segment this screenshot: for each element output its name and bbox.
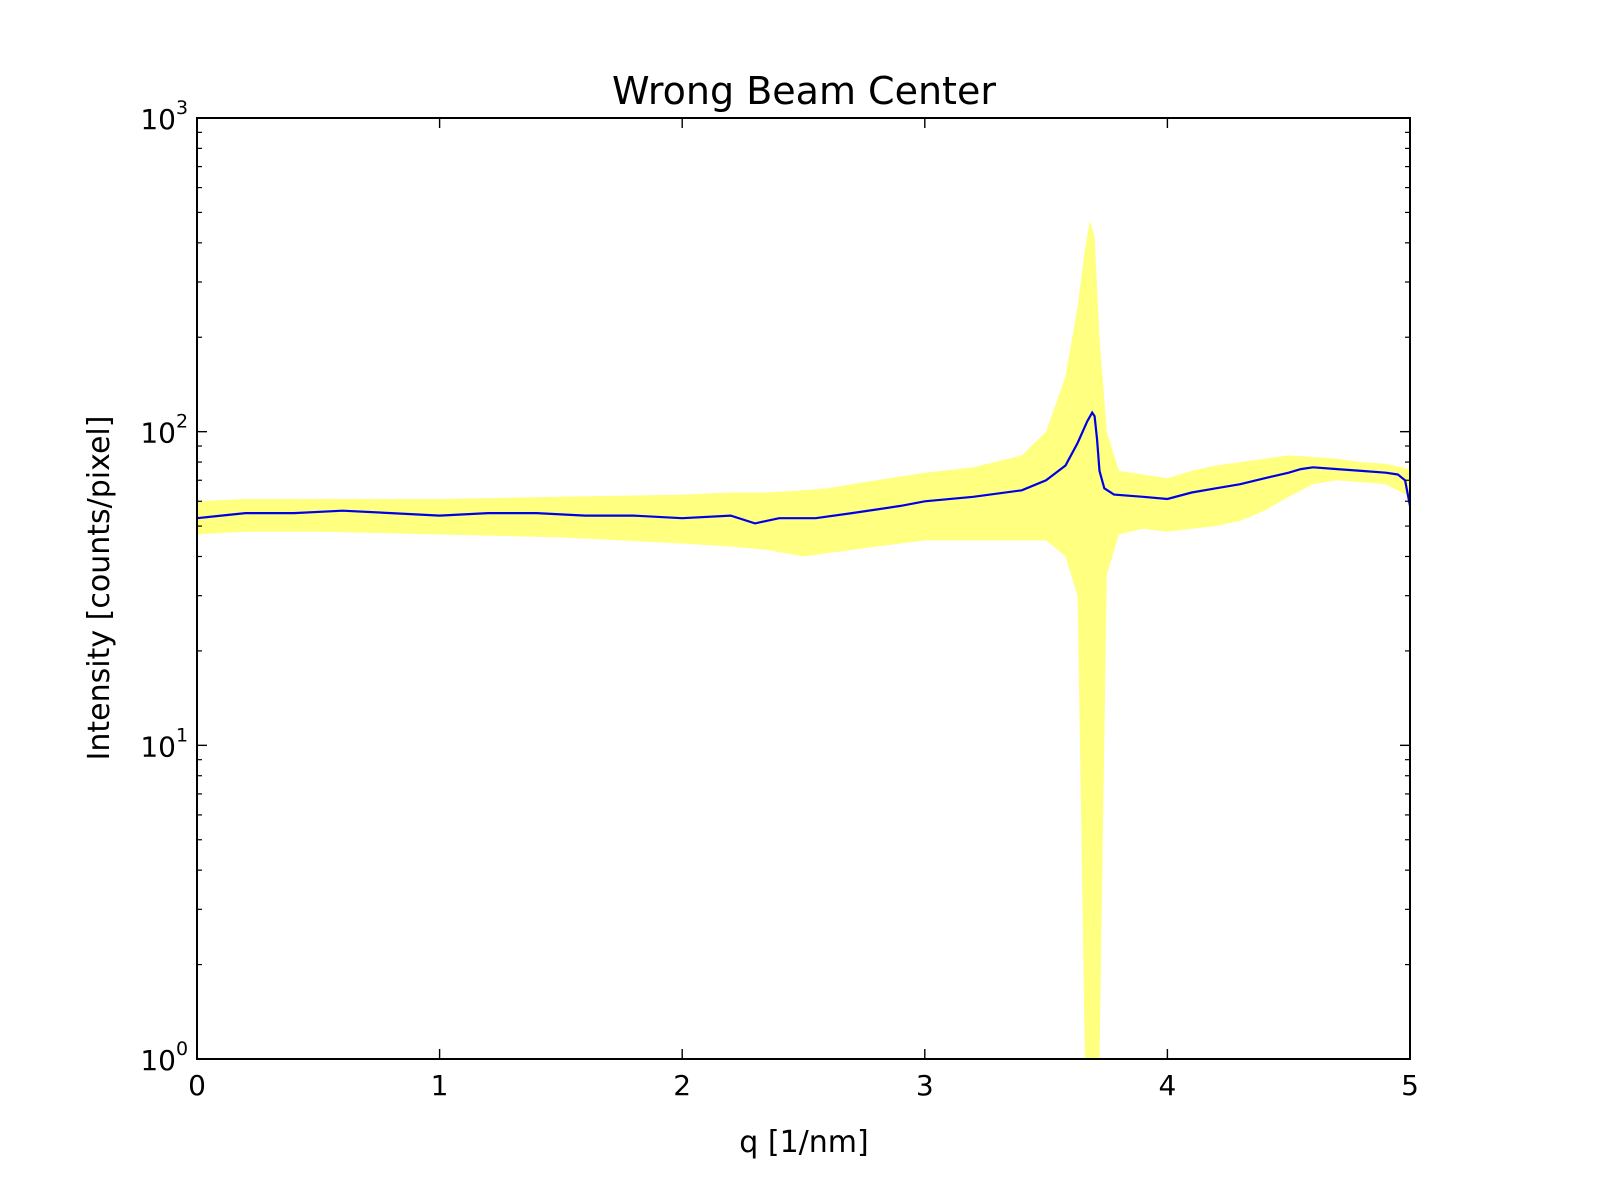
x-tick-label: 0: [188, 1069, 206, 1102]
plot-area: [197, 220, 1410, 1059]
uncertainty-band: [197, 220, 1410, 1059]
axis-ticks: [196, 117, 1411, 1060]
y-tick-label: 10: [140, 103, 176, 136]
y-tick-label: 10: [140, 417, 176, 450]
y-tick-label: 10: [140, 1044, 176, 1077]
y-tick-exponent: 3: [176, 97, 188, 119]
x-axis-label: q [1/nm]: [739, 1125, 868, 1160]
y-tick-exponent: 0: [176, 1038, 188, 1060]
x-tick-label: 4: [1158, 1069, 1176, 1102]
x-tick-label: 5: [1401, 1069, 1419, 1102]
y-axis-label: Intensity [counts/pixel]: [82, 416, 117, 761]
x-tick-labels: 0 1 2 3 4 5: [188, 1069, 1419, 1102]
intensity-line: [197, 410, 1410, 525]
x-tick-label: 1: [431, 1069, 449, 1102]
x-tick-label: 3: [916, 1069, 934, 1102]
x-tick-label: 2: [673, 1069, 691, 1102]
axes-frame: [196, 117, 1411, 1060]
chart-title: Wrong Beam Center: [612, 69, 996, 113]
y-tick-label: 10: [140, 730, 176, 763]
y-tick-exponent: 2: [176, 411, 188, 433]
y-tick-exponent: 1: [176, 724, 188, 746]
